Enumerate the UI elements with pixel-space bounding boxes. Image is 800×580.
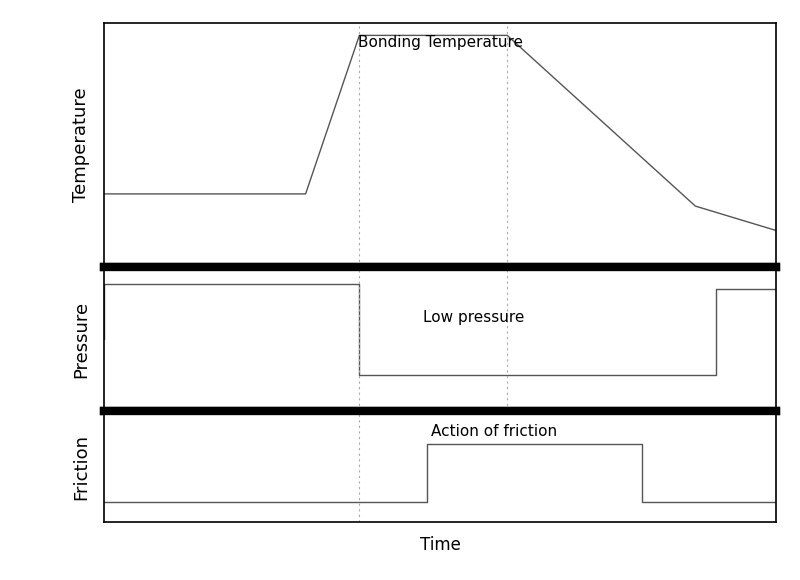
Y-axis label: Pressure: Pressure [72,300,90,378]
Y-axis label: Temperature: Temperature [72,88,90,202]
Text: Action of friction: Action of friction [430,425,557,440]
X-axis label: Time: Time [419,536,461,554]
Y-axis label: Friction: Friction [72,434,90,499]
Text: Bonding Temperature: Bonding Temperature [358,35,522,50]
Text: Low pressure: Low pressure [423,310,524,325]
